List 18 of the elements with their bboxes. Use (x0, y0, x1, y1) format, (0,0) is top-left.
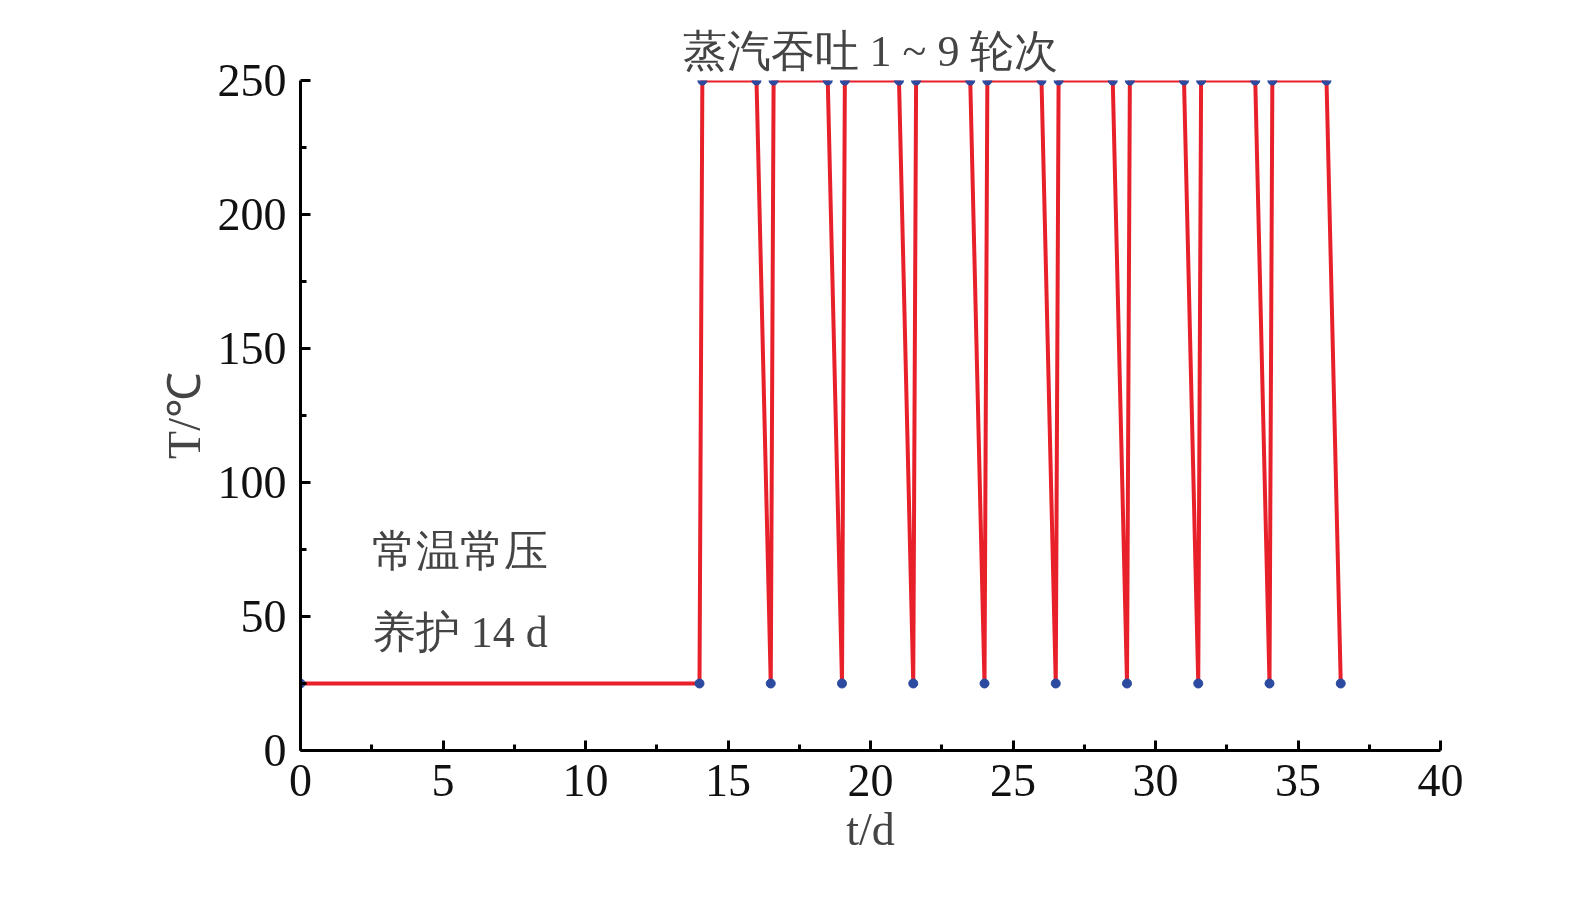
x-tick-label: 15 (705, 754, 751, 806)
x-tick-label: 10 (562, 754, 609, 806)
text: 蒸汽吞吐 1 ~ 9 轮次 (682, 26, 1059, 76)
x-tick-label: 30 (1132, 754, 1179, 806)
y-axis-title: T/℃ (158, 372, 210, 459)
x-axis-title: t/d (846, 803, 895, 855)
annotation: 常温常压 (371, 527, 548, 577)
x-tick-label: 20 (847, 754, 894, 806)
x-tick-label: 40 (1417, 754, 1464, 806)
y-tick-label: 100 (217, 457, 287, 508)
x-tick-label: 35 (1275, 754, 1321, 806)
y-tick-label: 200 (217, 189, 287, 240)
y-tick-label: 150 (217, 323, 287, 374)
y-tick-label: 250 (217, 55, 287, 106)
x-tick-label: 5 (431, 754, 455, 806)
x-tick-label: 25 (990, 754, 1036, 806)
y-tick-label: 50 (240, 591, 287, 642)
annotation: 养护 14 d (371, 607, 548, 657)
